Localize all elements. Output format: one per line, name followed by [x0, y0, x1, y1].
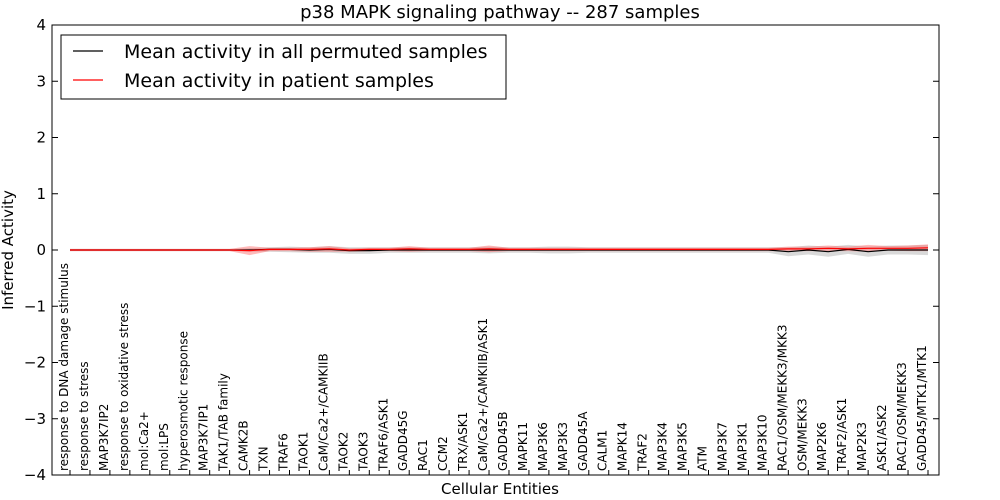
- legend-label-patient: Mean activity in patient samples: [124, 70, 434, 92]
- x-tick-label: response to oxidative stress: [117, 303, 131, 471]
- y-tick-label: −1: [24, 297, 46, 315]
- x-tick-label: CALM1: [596, 430, 610, 471]
- x-tick-label: RAC1: [416, 439, 430, 471]
- x-tick-label: TRX/ASK1: [456, 412, 470, 472]
- x-axis: response to DNA damage stimulus response …: [57, 263, 929, 475]
- x-tick-label: RAC1/OSM/MEKK3: [895, 362, 909, 471]
- x-tick-label: response to stress: [77, 361, 91, 471]
- x-tick-label: RAC1/OSM/MEKK3/MKK3: [775, 325, 789, 471]
- legend-label-permuted: Mean activity in all permuted samples: [124, 41, 487, 63]
- y-axis-label: Inferred Activity: [0, 190, 17, 310]
- legend-box: [60, 34, 507, 100]
- x-tick-label: MAP3K6: [536, 422, 550, 471]
- y-tick-label: 0: [36, 241, 46, 259]
- x-tick-label: TAOK2: [336, 432, 350, 472]
- y-tick-label: −2: [24, 354, 46, 372]
- x-tick-label: mol:Ca2+: [137, 411, 151, 471]
- y-tick-label: 2: [36, 129, 46, 147]
- y-tick-label: 4: [36, 16, 46, 34]
- x-tick-label: MAPK11: [516, 422, 530, 471]
- x-tick-label: OSM/MEKK3: [795, 398, 809, 471]
- x-tick-label: MAP3K4: [656, 422, 670, 471]
- x-tick-label: TAOK1: [296, 432, 310, 472]
- x-tick-label: MAP3K10: [755, 414, 769, 471]
- x-tick-label: TRAF6/ASK1: [376, 398, 390, 472]
- x-tick-label: ASK1/ASK2: [875, 404, 889, 471]
- x-tick-label: MAP3K3: [556, 422, 570, 471]
- x-tick-label: MAP3K7IP2: [97, 404, 111, 471]
- y-tick-label: −3: [24, 410, 46, 428]
- x-tick-label: CaM/Ca2+/CAMKIIB: [316, 353, 330, 471]
- x-tick-label: TRAF2: [636, 433, 650, 472]
- x-tick-label: TAK1/TAB family: [217, 373, 231, 472]
- y-tick-label: 1: [36, 185, 46, 203]
- x-tick-label: hyperosmotic response: [177, 331, 191, 471]
- x-tick-label: MAP3K1: [735, 422, 749, 471]
- x-tick-label: MAP3K7: [716, 422, 730, 471]
- x-tick-label: CaM/Ca2+/CAMKIIB/ASK1: [476, 318, 490, 471]
- chart-title: p38 MAPK signaling pathway -- 287 sample…: [300, 2, 700, 23]
- x-tick-label: MAP2K6: [815, 422, 829, 471]
- x-tick-label: mol:LPS: [157, 423, 171, 471]
- band-permuted: [70, 244, 928, 257]
- x-tick-label: GADD45G: [396, 410, 410, 471]
- x-tick-label: GADD45B: [496, 412, 510, 472]
- x-tick-label: MAP3K5: [676, 422, 690, 471]
- y-tick-label: 3: [36, 72, 46, 90]
- x-tick-label: MAP2K3: [855, 422, 869, 471]
- x-tick-label: CCM2: [436, 436, 450, 471]
- series-lines: [70, 247, 929, 253]
- x-tick-label: TRAF2/ASK1: [835, 398, 849, 472]
- x-tick-label: TXN: [257, 446, 271, 472]
- x-tick-label: TRAF6: [277, 433, 291, 472]
- legend: Mean activity in all permuted samples Me…: [60, 34, 507, 100]
- x-tick-label: GADD45A: [576, 411, 590, 471]
- y-axis: 4 3 2 1 0 −1 −2 −3 −4: [24, 16, 939, 484]
- x-tick-label: response to DNA damage stimulus: [57, 263, 71, 471]
- x-tick-label: ATM: [696, 446, 710, 471]
- series-line-patient: [70, 247, 929, 252]
- x-tick-label: CAMK2B: [237, 420, 251, 471]
- x-tick-label: MAPK14: [616, 422, 630, 471]
- x-axis-label: Cellular Entities: [441, 480, 559, 498]
- x-tick-label: TAOK3: [356, 432, 370, 472]
- x-tick-label: MAP3K7IP1: [197, 404, 211, 471]
- x-tick-label: GADD45/MTK1/MTK1: [915, 345, 929, 471]
- y-tick-label: −4: [24, 466, 46, 484]
